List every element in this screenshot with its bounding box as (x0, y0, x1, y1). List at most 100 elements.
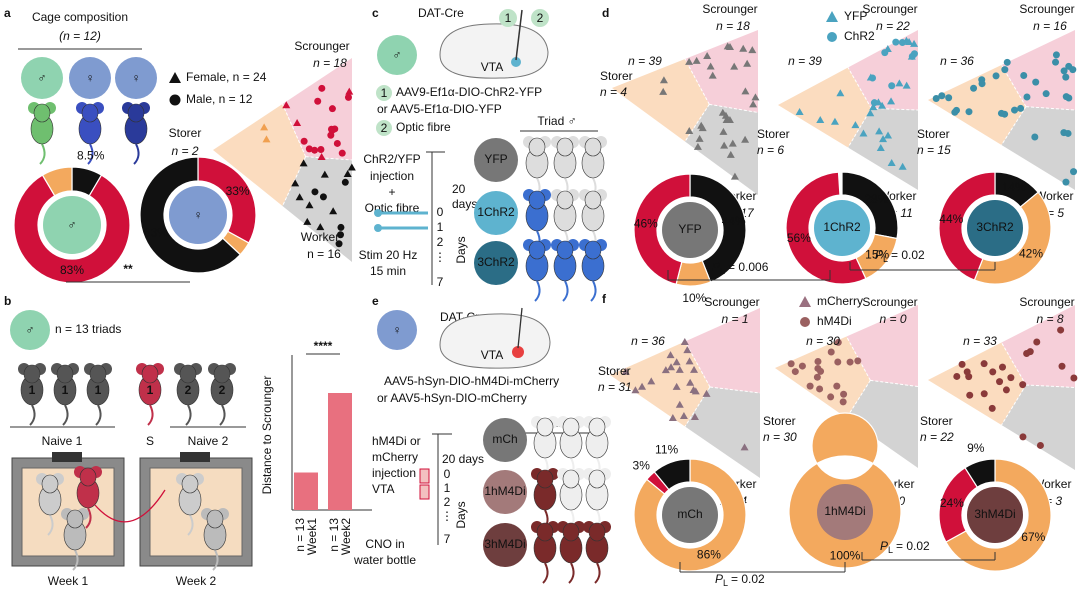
label: Storer (757, 127, 790, 141)
point (1060, 67, 1068, 75)
point (859, 129, 868, 137)
point (305, 145, 313, 153)
ternary-region (778, 67, 872, 148)
point (647, 377, 656, 385)
point (910, 39, 919, 47)
point (319, 193, 327, 201)
point (659, 76, 668, 84)
mouse-head (588, 522, 606, 542)
point (1052, 58, 1060, 66)
point (966, 391, 974, 399)
group-badge (483, 523, 527, 567)
point (1023, 349, 1031, 357)
point (661, 366, 670, 374)
significance: **** (314, 339, 333, 353)
point (791, 368, 799, 376)
point (953, 372, 961, 380)
point (876, 143, 885, 151)
donut-segment (633, 173, 691, 285)
point (668, 414, 677, 422)
panel-letter: f (602, 292, 607, 306)
point (728, 139, 737, 147)
value-label: 24% (940, 496, 964, 510)
point (320, 170, 329, 178)
point (675, 365, 684, 373)
label: 20 (452, 182, 466, 196)
label: n = 30 (806, 334, 840, 348)
rule (846, 380, 871, 419)
icon (377, 310, 417, 350)
mouse-head (556, 137, 574, 157)
mouse-tail (212, 549, 219, 571)
label: + (388, 185, 395, 199)
point (748, 46, 757, 54)
label: injection (370, 169, 414, 183)
p-value-text: = 0.02 (731, 572, 765, 586)
label: Days (454, 501, 468, 528)
label: VTA (372, 482, 394, 496)
icon (376, 85, 392, 101)
label: mCherry (372, 450, 418, 464)
mouse-head (556, 240, 574, 260)
point (1031, 133, 1039, 141)
point (730, 62, 739, 70)
point (743, 59, 752, 67)
p-symbol: P (880, 539, 888, 553)
bottle-icon (419, 468, 430, 484)
point (706, 62, 715, 70)
rule (1025, 384, 1076, 388)
donut-segment (964, 458, 996, 488)
point (869, 74, 877, 82)
point (1017, 104, 1025, 112)
point (293, 118, 302, 126)
point (336, 231, 344, 239)
label: AAV5-hSyn-DIO-hM4Di-mCherry (384, 374, 559, 388)
point (958, 360, 966, 368)
label: 2 (381, 121, 388, 135)
point (1062, 73, 1070, 81)
point (666, 351, 675, 359)
label: YFP (844, 9, 867, 23)
point (689, 386, 698, 394)
panel-letter: d (602, 6, 609, 20)
point (337, 223, 345, 231)
rule (684, 341, 711, 388)
point (1036, 441, 1044, 449)
donut-segment (973, 191, 1052, 285)
label: VTA (481, 60, 503, 74)
label: days (452, 197, 477, 211)
mouse-head (141, 364, 159, 384)
center-label: mCh (677, 507, 702, 521)
label: 1 (381, 86, 388, 100)
point (1062, 93, 1070, 101)
fibre-icon (374, 224, 382, 232)
point (703, 52, 712, 60)
label: ⋮ (441, 509, 453, 523)
panel-letter: b (4, 294, 11, 308)
point (1002, 386, 1010, 394)
point (892, 38, 900, 46)
label: n = 4 (600, 85, 627, 99)
label: n = 2 (171, 144, 198, 158)
point (721, 111, 730, 119)
point (690, 413, 699, 421)
point (1033, 338, 1041, 346)
label: Naive 1 (42, 434, 83, 448)
point (685, 126, 694, 134)
point (683, 346, 692, 354)
injection-site (512, 346, 524, 358)
mouse-tail (542, 562, 549, 584)
rule (684, 104, 710, 142)
point (816, 385, 824, 393)
point (869, 103, 878, 111)
point (970, 84, 978, 92)
rule (1001, 384, 1027, 426)
label: CNO in (365, 537, 404, 551)
point (262, 135, 271, 143)
rule (684, 58, 710, 105)
n-label: n = 13 (293, 518, 307, 552)
point (1042, 90, 1050, 98)
point (1052, 51, 1060, 59)
label: DAT-Cre (418, 6, 464, 20)
